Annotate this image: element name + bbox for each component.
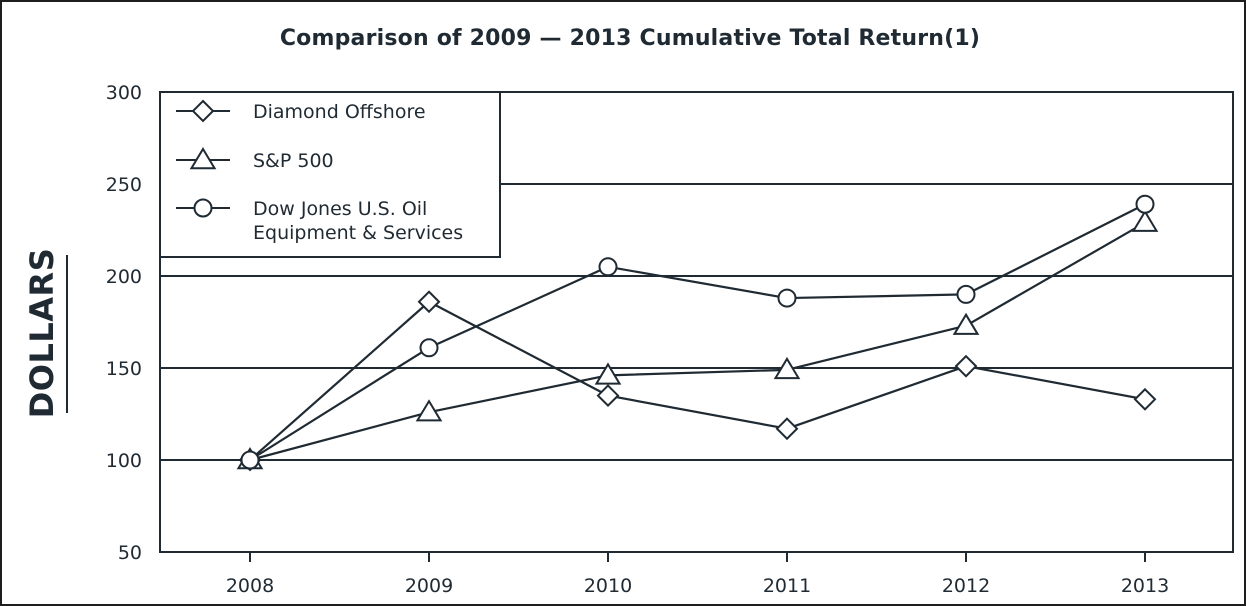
legend-label-diamond-offshore: Diamond Offshore xyxy=(253,101,426,123)
x-tick-label-2010: 2010 xyxy=(584,575,632,597)
series-line-s-p-500 xyxy=(249,221,1146,462)
legend-label-dow-jones-u-s-oil-equipment-services-line-2: Equipment & Services xyxy=(253,222,463,244)
y-tick-label-50: 50 xyxy=(118,542,142,564)
data-point-s-p-500-2012 xyxy=(952,312,980,335)
y-tick-label-150: 150 xyxy=(106,358,142,380)
x-tick-label-2011: 2011 xyxy=(763,575,811,597)
data-point-s-p-500-2011 xyxy=(773,356,801,380)
y-axis-label-rule xyxy=(66,255,68,413)
data-point-diamond-offshore-2010 xyxy=(596,384,620,408)
y-tick-label-100: 100 xyxy=(106,450,142,472)
data-point-dow-jones-u-s-oil-equipment-services-2010 xyxy=(598,257,618,277)
data-point-diamond-offshore-2012 xyxy=(954,354,978,378)
legend-marker-diamond-offshore xyxy=(191,99,215,123)
data-point-dow-jones-u-s-oil-equipment-services-2013 xyxy=(1135,194,1155,214)
plot-border xyxy=(159,91,1234,553)
data-point-s-p-500-2009 xyxy=(415,399,443,422)
data-point-diamond-offshore-2013 xyxy=(1133,387,1157,411)
legend-marker-s-p-500 xyxy=(189,147,217,170)
chart-title: Comparison of 2009 — 2013 Cumulative Tot… xyxy=(279,26,981,51)
x-tick-label-2013: 2013 xyxy=(1121,575,1169,597)
data-point-dow-jones-u-s-oil-equipment-services-2011 xyxy=(777,288,797,308)
data-point-dow-jones-u-s-oil-equipment-services-2012 xyxy=(956,284,976,304)
y-tick-label-250: 250 xyxy=(106,174,142,196)
series-line-diamond-offshore xyxy=(249,300,1146,461)
legend-marker-dow-jones-u-s-oil-equipment-services xyxy=(193,198,213,218)
data-point-diamond-offshore-2009 xyxy=(417,290,441,314)
legend-label-dow-jones-u-s-oil-equipment-services-line-1: Dow Jones U.S. Oil xyxy=(253,198,427,220)
x-tick-label-2009: 2009 xyxy=(405,575,453,597)
data-point-s-p-500-2010 xyxy=(594,362,622,385)
data-point-diamond-offshore-2011 xyxy=(775,417,799,441)
x-tick-label-2008: 2008 xyxy=(226,575,274,597)
data-point-dow-jones-u-s-oil-equipment-services-2009 xyxy=(419,338,439,358)
y-tick-label-200: 200 xyxy=(106,266,142,288)
data-point-dow-jones-u-s-oil-equipment-services-2008 xyxy=(240,450,260,470)
legend-box xyxy=(159,91,501,258)
legend-label-s-p-500: S&P 500 xyxy=(253,150,334,172)
series-line-dow-jones-u-s-oil-equipment-services xyxy=(249,203,1146,461)
data-point-s-p-500-2013 xyxy=(1131,209,1159,232)
y-tick-label-300: 300 xyxy=(106,82,142,104)
x-tick-label-2012: 2012 xyxy=(942,575,990,597)
